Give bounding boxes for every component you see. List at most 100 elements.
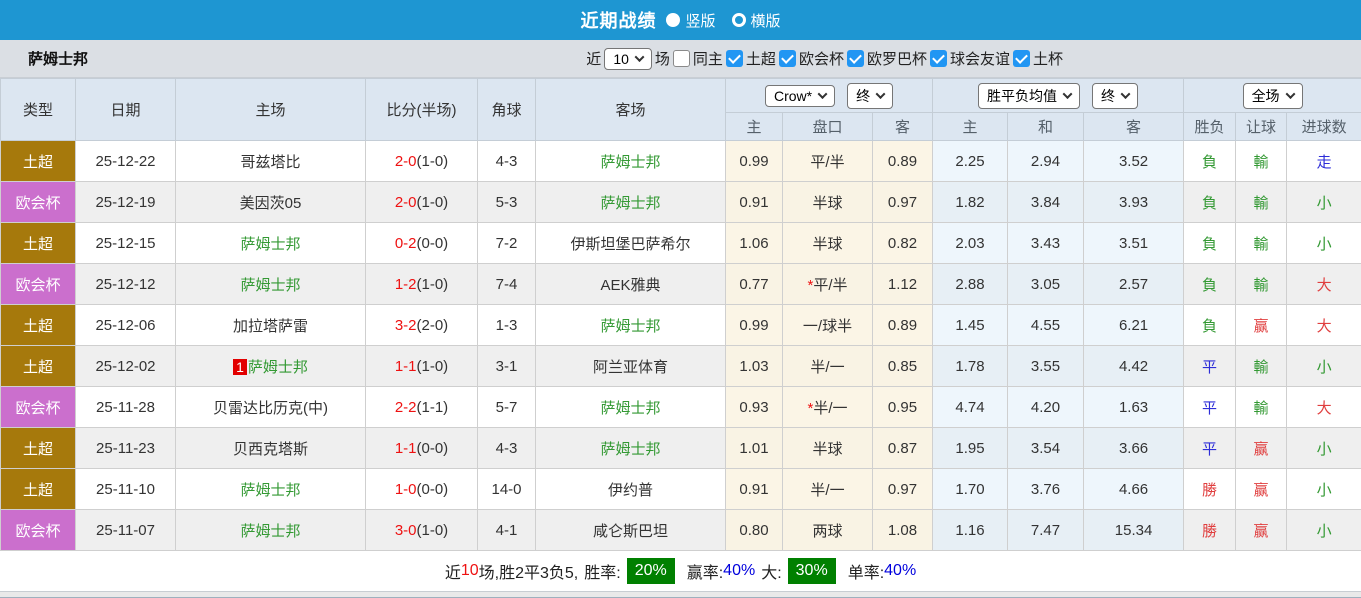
league-filter-label: 欧会杯 [798, 51, 844, 68]
corner-count: 4-1 [477, 509, 536, 551]
radio-horizontal[interactable]: 横版 [731, 10, 781, 31]
radio-unselected-icon[interactable] [731, 13, 746, 27]
sub-header-odds-home: 主 [725, 112, 783, 141]
handicap-value: 半球 [812, 235, 843, 253]
full-time-score: 2-2 [394, 398, 417, 416]
avg-home: 4.74 [932, 386, 1009, 428]
summary-bar: 近 10 场,胜2平3负5, 胜率: 20% 赢率: 40% 大: 30% 单率: 40% [0, 551, 1361, 591]
same-home-filter[interactable]: 同主 [672, 48, 726, 69]
away-team-name: 萨姆士邦 [600, 440, 661, 458]
odds-time-select[interactable]: 终 [847, 82, 894, 109]
home-team: 萨姆士邦 [175, 263, 366, 305]
away-team-name: 咸仑斯巴坦 [592, 522, 668, 540]
avg-type-select[interactable]: 胜平负均值 [978, 82, 1081, 109]
radio-vertical-label: 竖版 [685, 12, 716, 30]
odds-away: 0.89 [871, 304, 934, 346]
wdl-result: 平 [1183, 345, 1237, 387]
home-team-name: 哥兹塔比 [240, 153, 301, 171]
half-time-score: (1-0) [416, 152, 449, 170]
full-time-score: 2-0 [394, 193, 417, 211]
avg-away: 1.63 [1083, 386, 1185, 428]
sub-header-avg-away: 客 [1083, 112, 1185, 141]
recent-count-select[interactable]: 10 [604, 47, 652, 70]
same-home-label: 同主 [692, 51, 723, 68]
league-filter[interactable]: 欧罗巴杯 [846, 48, 930, 69]
handicap-change-star: * [807, 276, 814, 294]
checkbox-checked-icon[interactable] [929, 50, 947, 67]
handicap-cell: 半球 [782, 427, 873, 469]
avg-draw: 3.76 [1007, 468, 1085, 510]
match-row: 欧会杯 25-11-28 贝雷达比历克(中) 2-2(1-1) 5-7 萨姆士邦… [0, 386, 1361, 428]
match-date: 25-12-12 [75, 263, 176, 305]
score-cell: 3-2(2-0) [365, 304, 478, 346]
goals-result: 小 [1286, 468, 1361, 510]
checkbox-checked-icon[interactable] [778, 50, 796, 67]
col-header-date: 日期 [75, 78, 176, 141]
corner-count: 3-1 [477, 345, 536, 387]
avg-away: 3.66 [1083, 427, 1185, 469]
league-filter[interactable]: 欧会杯 [778, 48, 847, 69]
league-type-badge: 土超 [0, 468, 76, 510]
avg-time-select[interactable]: 终 [1092, 82, 1139, 109]
half-time-score: (1-1) [416, 398, 449, 416]
odds-home: 0.91 [725, 468, 783, 510]
score-cell: 2-0(1-0) [365, 181, 478, 223]
recent-count-value: 10 [613, 50, 629, 67]
handicap-cell: 半球 [782, 181, 873, 223]
home-team-name: 贝雷达比历克(中) [213, 399, 328, 417]
radio-selected-icon[interactable] [666, 13, 681, 27]
odds-away: 0.95 [871, 386, 934, 428]
handicap-result: 輸 [1235, 181, 1288, 223]
handicap-cell: 两球 [782, 509, 873, 551]
sub-header-odds-away: 客 [871, 112, 934, 141]
league-type-badge: 土超 [0, 222, 76, 264]
sub-header-avg-draw: 和 [1007, 112, 1085, 141]
sub-header-let: 让球 [1235, 112, 1288, 141]
odds-home: 0.93 [725, 386, 783, 428]
league-type-badge: 欧会杯 [0, 386, 76, 428]
scope-select[interactable]: 全场 [1242, 82, 1303, 109]
avg-draw: 3.05 [1007, 263, 1085, 305]
odds-company-select[interactable]: Crow* [764, 84, 836, 107]
radio-vertical[interactable]: 竖版 [666, 10, 716, 31]
avg-away: 4.66 [1083, 468, 1185, 510]
odds-away: 1.08 [871, 509, 934, 551]
summary-win-label: 赢率: [686, 565, 724, 582]
handicap-value: 平/半 [813, 276, 848, 294]
league-filter[interactable]: 球会友谊 [929, 48, 1013, 69]
league-filter[interactable]: 土杯 [1012, 48, 1066, 69]
league-type-badge: 欧会杯 [0, 181, 76, 223]
away-team: 咸仑斯巴坦 [535, 509, 726, 551]
odds-away: 0.89 [871, 140, 934, 182]
checkbox-checked-icon[interactable] [846, 50, 864, 67]
sub-header-wdl: 胜负 [1183, 112, 1237, 141]
score-cell: 1-1(1-0) [365, 345, 478, 387]
league-filter-label: 球会友谊 [949, 51, 1010, 68]
result-group-header: 全场 [1183, 78, 1361, 113]
avg-away: 3.52 [1083, 140, 1185, 182]
away-team-name: 萨姆士邦 [600, 317, 661, 335]
checkbox-unchecked-icon[interactable] [672, 50, 690, 67]
avg-home: 2.88 [932, 263, 1009, 305]
match-date: 25-11-28 [75, 386, 176, 428]
avg-draw: 3.55 [1007, 345, 1085, 387]
odds-home: 0.77 [725, 263, 783, 305]
match-date: 25-12-22 [75, 140, 176, 182]
home-team-name: 萨姆士邦 [247, 358, 308, 376]
avg-away: 6.21 [1083, 304, 1185, 346]
corner-count: 5-7 [477, 386, 536, 428]
match-date: 25-11-10 [75, 468, 176, 510]
match-table-body: 土超 25-12-22 哥兹塔比 2-0(1-0) 4-3 萨姆士邦 0.99 … [0, 140, 1361, 551]
league-filter[interactable]: 土超 [725, 48, 779, 69]
half-time-score: (2-0) [416, 316, 449, 334]
avg-draw: 3.84 [1007, 181, 1085, 223]
score-cell: 2-0(1-0) [365, 140, 478, 182]
summary-count: 10 [460, 562, 479, 579]
half-time-score: (1-0) [416, 357, 449, 375]
away-team: 伊斯坦堡巴萨希尔 [535, 222, 726, 264]
away-team-name: 萨姆士邦 [600, 153, 661, 171]
checkbox-checked-icon[interactable] [725, 50, 743, 67]
handicap-result: 輸 [1235, 263, 1288, 305]
checkbox-checked-icon[interactable] [1012, 50, 1030, 67]
away-team-name: 伊斯坦堡巴萨希尔 [570, 235, 691, 253]
